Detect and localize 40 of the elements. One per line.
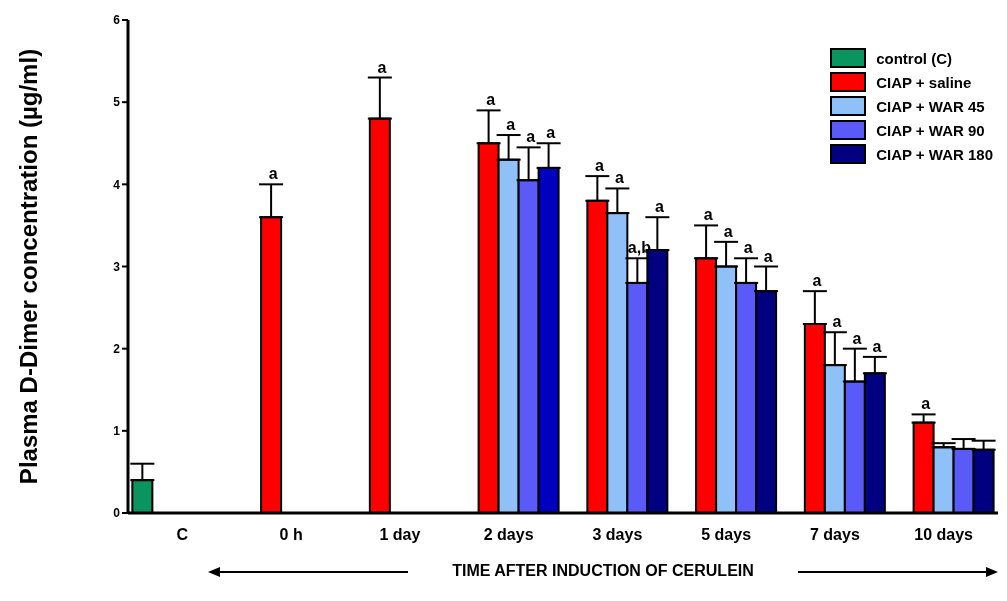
data-label: a (268, 165, 278, 183)
data-label: a (763, 247, 773, 265)
data-label: a (723, 222, 733, 240)
data-label: a (594, 157, 604, 175)
y-axis-title: Plasma D-Dimer concentration (µg/ml) (14, 48, 42, 485)
legend-label: CIAP + WAR 180 (876, 145, 993, 163)
y-tick-label: 4 (113, 177, 121, 192)
data-label: a (921, 395, 931, 413)
y-tick-label: 5 (113, 95, 121, 110)
y-tick-label: 0 (113, 506, 121, 521)
legend-label: CIAP + saline (876, 73, 972, 91)
legend-label: CIAP + WAR 45 (876, 97, 985, 115)
data-label: a (654, 198, 664, 216)
data-label: a (377, 58, 387, 76)
data-label: a (506, 116, 516, 134)
y-tick-label: 1 (113, 424, 121, 439)
x-axis-title: TIME AFTER INDUCTION OF CERULEIN (451, 562, 755, 580)
data-label: a (614, 169, 624, 187)
x-tick-label: 0 h (279, 526, 303, 544)
data-label: a (832, 313, 842, 331)
x-tick-label: 7 days (809, 526, 860, 544)
x-tick-label: 1 day (379, 526, 421, 544)
data-label: a (486, 91, 496, 109)
data-label: a (703, 206, 713, 224)
data-label: a (526, 128, 536, 146)
y-tick-label: 3 (113, 259, 121, 274)
data-label: a (872, 337, 882, 355)
x-tick-label: C (176, 526, 189, 544)
data-label: a (743, 239, 753, 257)
x-tick-label: 2 days (483, 526, 534, 544)
y-tick-label: 2 (113, 341, 121, 356)
legend-label: control (C) (876, 49, 952, 67)
x-tick-label: 10 days (914, 526, 974, 544)
x-tick-label: 5 days (701, 526, 752, 544)
data-label: a (852, 329, 862, 347)
x-tick-label: 3 days (592, 526, 643, 544)
data-label: a (546, 124, 556, 142)
y-tick-label: 6 (113, 13, 121, 28)
legend-label: CIAP + WAR 90 (876, 121, 985, 139)
data-label: a (812, 272, 822, 290)
